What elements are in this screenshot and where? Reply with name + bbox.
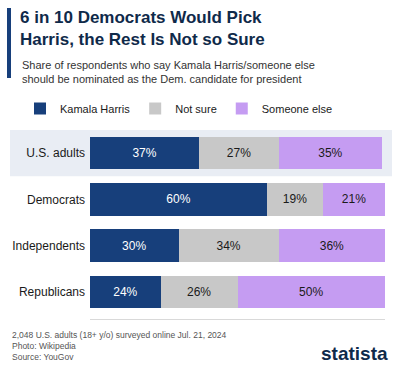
svg-text:Independents: Independents bbox=[12, 239, 85, 253]
svg-text:19%: 19% bbox=[283, 192, 307, 206]
svg-text:6 in 10 Democrats Would PickHa: 6 in 10 Democrats Would PickHarris, the … bbox=[20, 8, 265, 49]
svg-text:2,048 U.S. adults (18+ y/o) su: 2,048 U.S. adults (18+ y/o) surveyed onl… bbox=[12, 330, 227, 362]
svg-text:Republicans: Republicans bbox=[19, 285, 85, 299]
svg-text:Kamala Harris: Kamala Harris bbox=[60, 103, 130, 115]
svg-text:Someone else: Someone else bbox=[262, 103, 332, 115]
svg-text:30%: 30% bbox=[122, 239, 146, 253]
svg-text:statista: statista bbox=[321, 343, 388, 364]
svg-text:37%: 37% bbox=[132, 146, 156, 160]
svg-text:26%: 26% bbox=[187, 285, 211, 299]
svg-text:34%: 34% bbox=[216, 239, 240, 253]
svg-text:Not sure: Not sure bbox=[175, 103, 217, 115]
svg-text:U.S. adults: U.S. adults bbox=[26, 146, 85, 160]
svg-text:35%: 35% bbox=[318, 146, 342, 160]
svg-text:Democrats: Democrats bbox=[27, 193, 85, 207]
svg-text:27%: 27% bbox=[227, 146, 251, 160]
svg-text:36%: 36% bbox=[320, 239, 344, 253]
svg-text:50%: 50% bbox=[299, 285, 323, 299]
svg-text:21%: 21% bbox=[342, 192, 366, 206]
svg-text:24%: 24% bbox=[113, 285, 137, 299]
svg-text:60%: 60% bbox=[166, 192, 190, 206]
svg-text:Share of respondents who say K: Share of respondents who say Kamala Harr… bbox=[22, 59, 315, 85]
